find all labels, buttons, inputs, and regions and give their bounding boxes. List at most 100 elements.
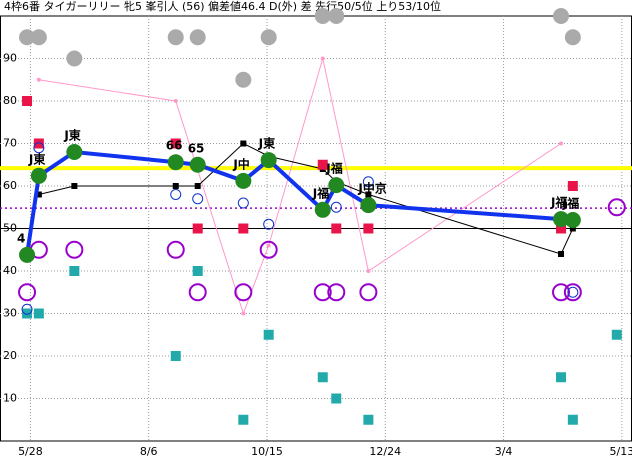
point-label: J福 — [312, 185, 329, 200]
marker — [563, 283, 582, 302]
marker — [192, 223, 203, 234]
marker — [19, 29, 36, 46]
y-tick-label: 20 — [3, 349, 17, 362]
marker — [170, 138, 181, 149]
marker — [331, 223, 342, 234]
marker — [66, 50, 83, 67]
marker — [314, 201, 331, 218]
y-tick-label: 40 — [3, 264, 17, 277]
x-tick-label: 3/4 — [495, 445, 513, 458]
marker — [553, 8, 570, 24]
marker — [363, 223, 374, 234]
marker — [359, 283, 378, 302]
marker — [35, 191, 42, 198]
marker — [21, 303, 33, 315]
marker — [235, 71, 252, 88]
marker — [313, 283, 332, 302]
marker — [564, 29, 581, 46]
marker — [237, 197, 249, 209]
marker — [65, 240, 84, 259]
marker — [314, 8, 331, 24]
marker — [238, 223, 249, 234]
y-tick-label: 70 — [3, 137, 17, 150]
point-label: 65 — [188, 141, 205, 155]
marker — [564, 212, 581, 228]
x-tick-label: 5/13 — [610, 445, 632, 458]
point-label: J東 — [258, 136, 275, 151]
marker — [192, 266, 203, 276]
y-tick-label: 80 — [3, 94, 17, 107]
marker — [235, 172, 252, 189]
marker — [170, 351, 181, 361]
marker — [559, 141, 564, 146]
chart-title: 4枠6番 タイガーリリー 牝5 峯引人 (56) 偏差値46.4 D(外) 差 … — [4, 0, 441, 13]
marker — [365, 191, 372, 198]
marker — [69, 266, 80, 276]
marker — [33, 138, 44, 149]
marker — [192, 193, 204, 205]
y-tick-label: 90 — [3, 52, 17, 65]
marker — [553, 211, 570, 228]
marker — [317, 372, 328, 383]
marker — [188, 283, 207, 302]
marker — [22, 308, 33, 319]
y-tick-label: 60 — [3, 179, 17, 192]
x-tick-label: 10/15 — [251, 445, 283, 458]
point-label: J東 — [28, 151, 45, 166]
x-tick-label: 5/28 — [18, 445, 43, 458]
marker — [362, 176, 374, 188]
marker — [327, 283, 346, 302]
marker — [234, 283, 253, 302]
marker — [166, 240, 185, 259]
point-label: J中 — [232, 156, 249, 171]
y-tick-label: 10 — [3, 392, 17, 405]
x-tick-label: 8/6 — [140, 445, 158, 458]
marker — [363, 414, 374, 425]
marker — [194, 183, 201, 189]
marker — [30, 29, 47, 46]
marker — [556, 223, 567, 234]
marker — [18, 283, 37, 302]
marker — [317, 159, 328, 170]
marker — [66, 144, 83, 160]
marker — [558, 251, 565, 257]
marker — [366, 269, 371, 273]
marker — [567, 181, 578, 191]
marker — [30, 167, 47, 184]
y-tick-label: 30 — [3, 307, 17, 320]
marker — [36, 77, 41, 82]
marker — [330, 201, 342, 213]
point-label: J福 — [325, 161, 342, 176]
marker — [320, 56, 325, 61]
point-label: J福 — [550, 195, 567, 210]
marker — [569, 225, 576, 232]
marker — [607, 198, 626, 217]
marker — [241, 311, 246, 316]
marker — [611, 329, 622, 340]
point-label: J中京 — [357, 181, 386, 196]
marker — [331, 393, 342, 404]
marker — [567, 286, 579, 298]
marker — [556, 372, 567, 383]
marker — [360, 197, 377, 214]
point-label: 66 — [166, 139, 183, 153]
point-label: J東 — [63, 128, 80, 143]
point-label: 4 — [17, 231, 25, 245]
marker — [172, 183, 179, 189]
marker — [328, 177, 345, 194]
marker — [170, 189, 182, 200]
marker — [189, 29, 206, 46]
marker — [260, 152, 277, 169]
marker — [19, 246, 36, 263]
marker — [167, 29, 184, 46]
marker — [33, 308, 44, 319]
marker — [189, 156, 206, 173]
marker — [22, 96, 33, 106]
series-line — [38, 142, 574, 255]
marker — [263, 218, 275, 230]
marker — [167, 154, 184, 171]
marker — [71, 183, 78, 189]
marker — [328, 8, 345, 24]
marker — [260, 29, 277, 46]
